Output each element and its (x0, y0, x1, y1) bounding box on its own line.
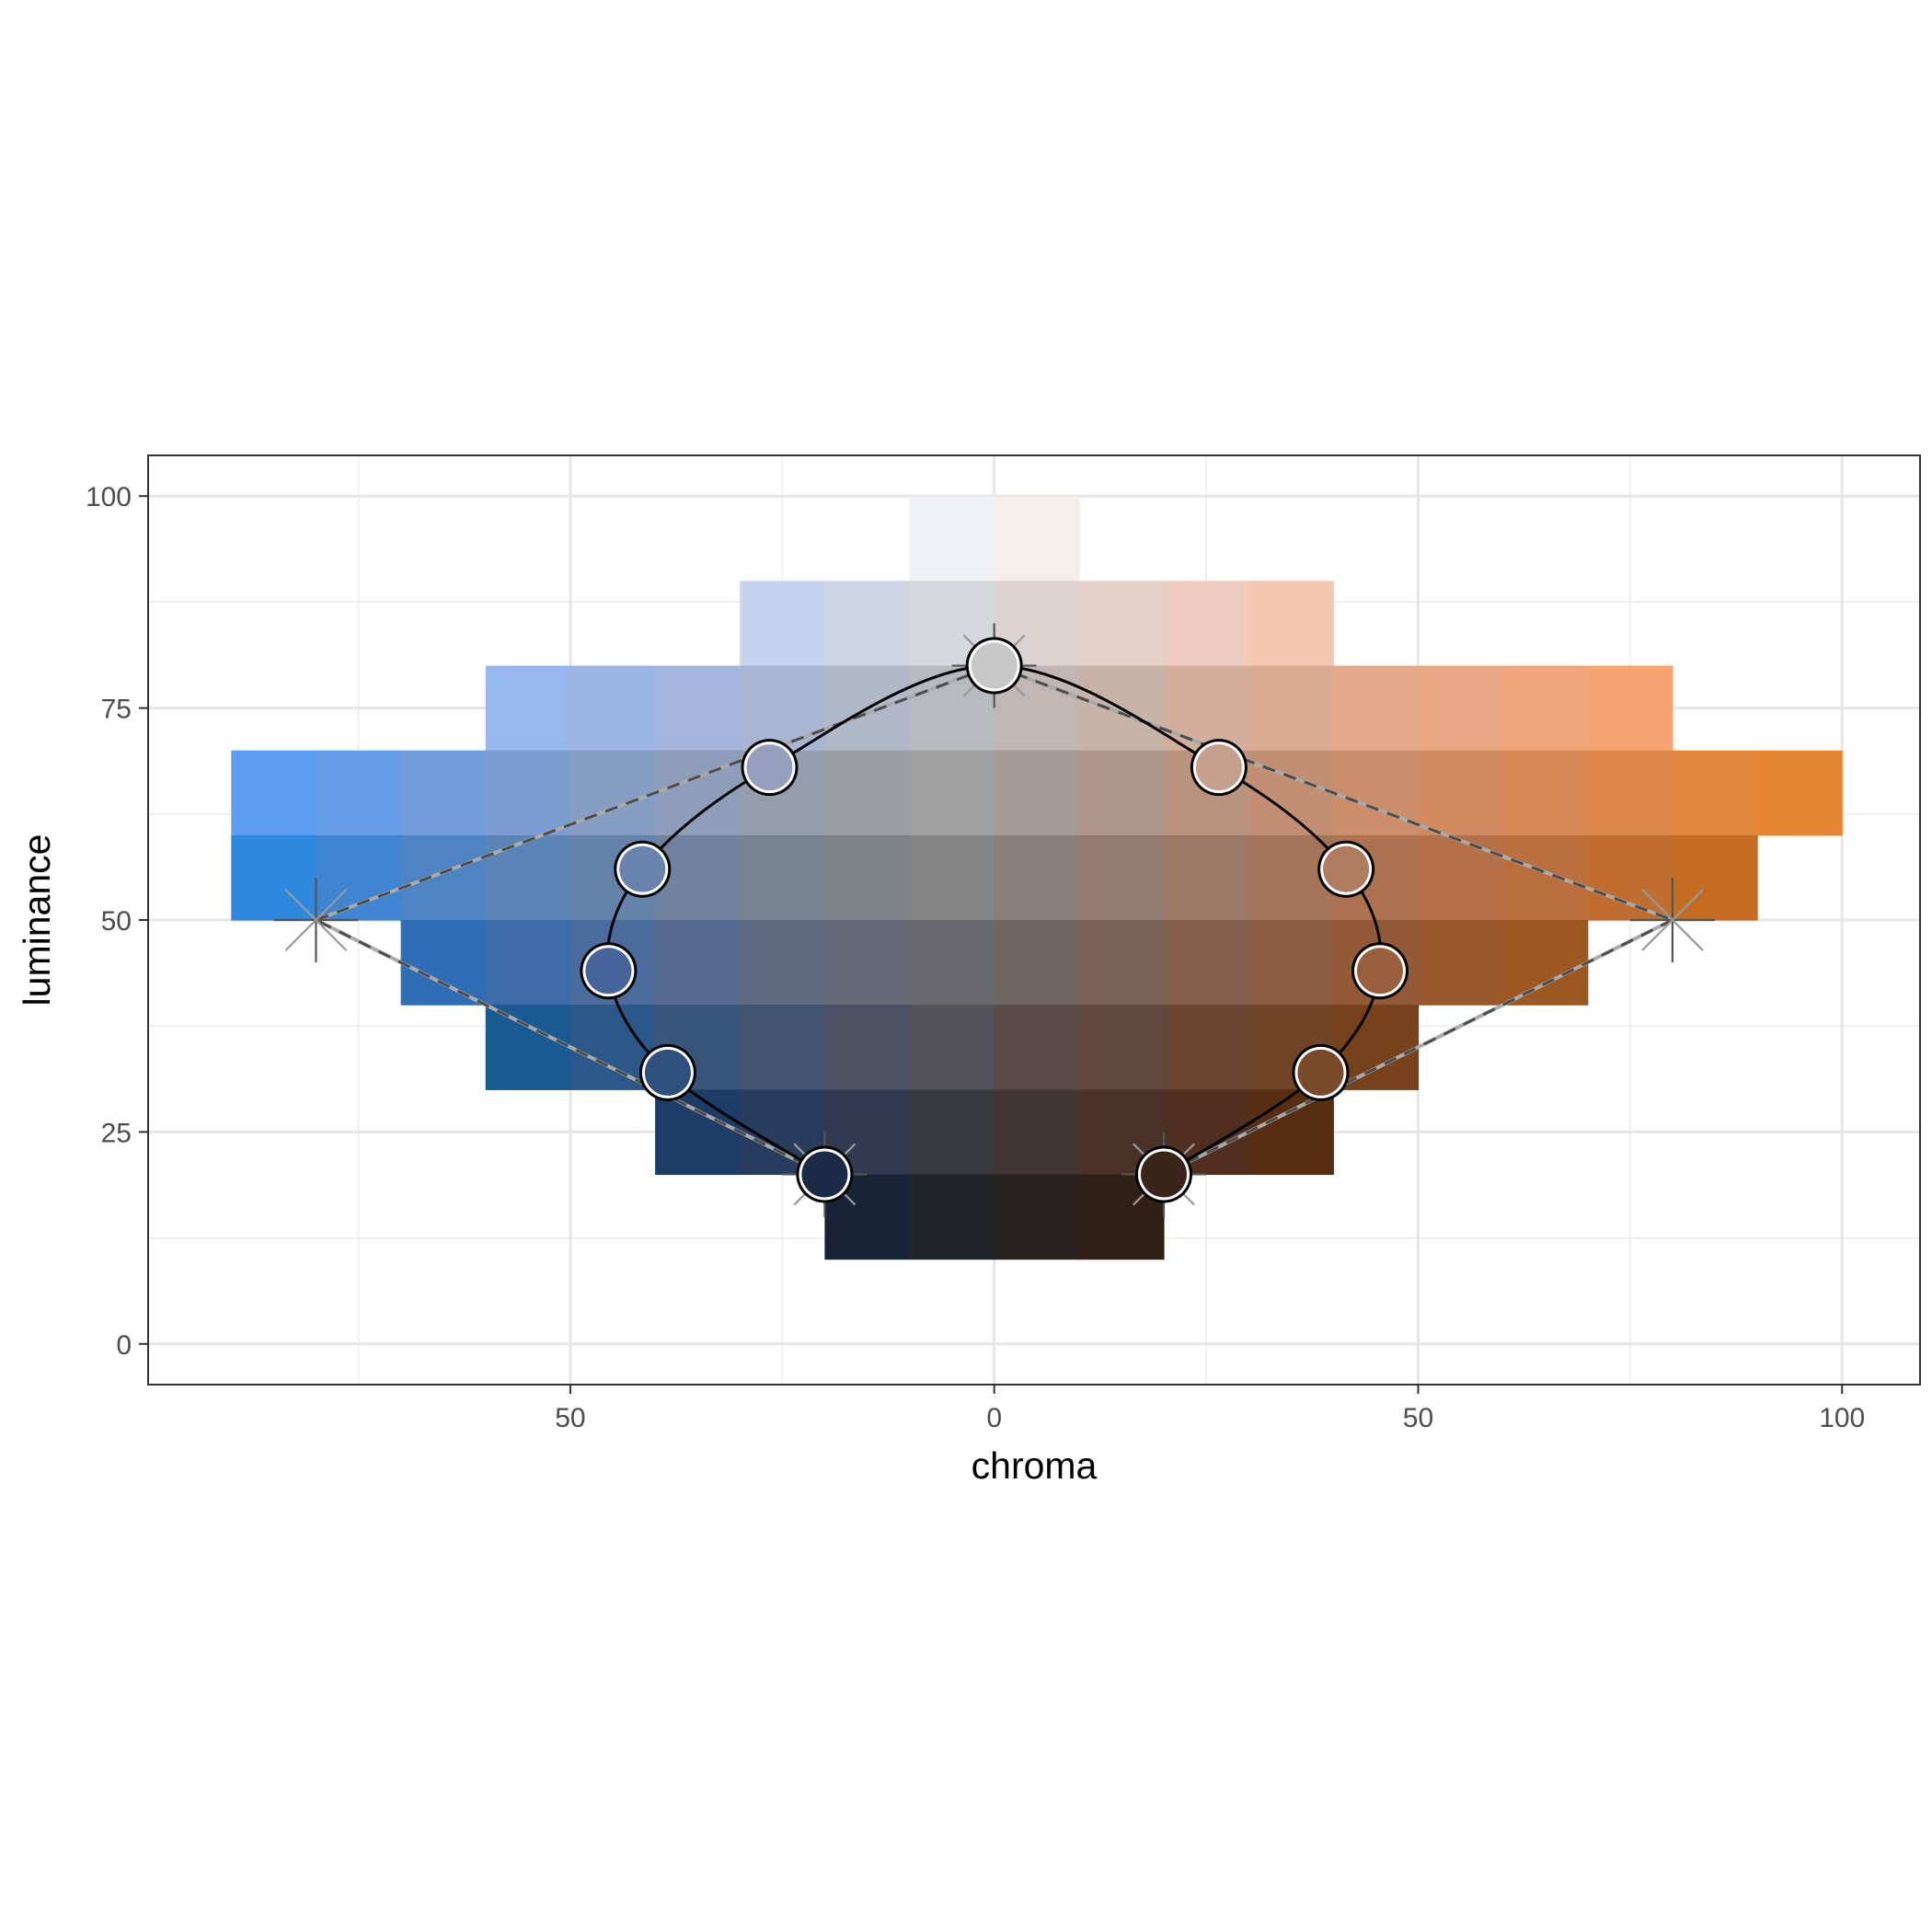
palette-point (796, 1145, 853, 1202)
palette-point (1317, 841, 1374, 898)
color-tile (1418, 835, 1503, 921)
x-tick-label: 0 (986, 1403, 1002, 1433)
color-tile (1248, 920, 1334, 1006)
color-tile (401, 751, 487, 836)
color-tile (486, 1005, 571, 1090)
color-tile (486, 751, 571, 836)
x-axis-title: chroma (972, 1444, 1098, 1487)
palette-point (741, 739, 798, 796)
color-tile (1673, 751, 1758, 836)
color-tile (995, 1005, 1080, 1090)
color-tile (1588, 751, 1673, 836)
color-tile (1757, 751, 1843, 836)
color-tile (570, 751, 656, 836)
y-axis-title: luminance (16, 834, 58, 1006)
y-tick-label: 25 (101, 1118, 132, 1148)
color-tile (1079, 581, 1165, 666)
color-tile (655, 1089, 741, 1175)
color-tile (486, 835, 571, 921)
color-tile (740, 835, 825, 921)
color-tile (1503, 666, 1589, 752)
color-tile (740, 666, 825, 752)
color-tile (1079, 1005, 1165, 1090)
palette-point (1135, 1145, 1192, 1202)
color-tile (1164, 835, 1249, 921)
palette-point (1190, 739, 1248, 796)
color-tile (995, 920, 1080, 1006)
color-tile (740, 581, 825, 666)
color-tile (1503, 835, 1589, 921)
color-tile (824, 581, 910, 666)
palette-point (614, 841, 671, 898)
color-tile (1079, 920, 1165, 1006)
color-tile (401, 920, 487, 1006)
color-tile (824, 1005, 910, 1090)
palette-point (1351, 942, 1409, 999)
color-tile (740, 1005, 825, 1090)
color-tile (1588, 666, 1673, 752)
color-tile (1164, 920, 1249, 1006)
color-tile (995, 1089, 1080, 1175)
color-tile (1418, 666, 1503, 752)
color-tile (1248, 666, 1334, 752)
color-tile (231, 751, 316, 836)
color-tile (1333, 751, 1419, 836)
y-tick-label: 100 (86, 482, 132, 512)
color-tile (1248, 1089, 1334, 1175)
palette-point (639, 1044, 696, 1101)
color-tile (1503, 920, 1589, 1006)
palette-point (1292, 1044, 1349, 1101)
color-tile (401, 835, 487, 921)
color-tile (486, 920, 571, 1006)
color-tile (910, 1089, 995, 1175)
y-tick-label: 75 (101, 695, 132, 725)
color-tile (995, 1174, 1080, 1259)
color-tile (1418, 751, 1503, 836)
palette-point (966, 638, 1023, 695)
color-tile (655, 666, 741, 752)
color-tile (1503, 751, 1589, 836)
y-tick-label: 0 (116, 1330, 132, 1361)
y-axis: 0 25 50 75 100 (86, 482, 148, 1361)
color-tile (1333, 666, 1419, 752)
color-tile (1079, 835, 1165, 921)
color-tile (1164, 666, 1249, 752)
color-tile (1248, 581, 1334, 666)
x-axis: 50 0 50 100 (555, 1385, 1865, 1433)
color-tile (995, 496, 1080, 581)
color-tile (995, 835, 1080, 921)
color-tile (910, 920, 995, 1006)
control-point-marker (273, 878, 358, 962)
color-tile (910, 496, 995, 581)
color-tile (655, 920, 741, 1006)
color-tile (570, 666, 656, 752)
control-point-marker (1630, 878, 1715, 962)
color-tile (824, 920, 910, 1006)
palette-point (580, 942, 637, 999)
x-tick-label: 50 (1403, 1403, 1433, 1433)
x-tick-label: 50 (555, 1403, 585, 1433)
color-tile (1418, 920, 1503, 1006)
color-tile (740, 920, 825, 1006)
color-tile (1164, 1005, 1249, 1090)
color-tile (486, 666, 571, 752)
color-tile (910, 751, 995, 836)
color-tile (1079, 751, 1165, 836)
color-tile (910, 835, 995, 921)
color-tile (316, 751, 401, 836)
color-tile (824, 835, 910, 921)
color-tile (995, 751, 1080, 836)
y-tick-label: 50 (101, 906, 132, 937)
color-tile (910, 1174, 995, 1259)
color-tile (1164, 581, 1249, 666)
color-tile (910, 1005, 995, 1090)
color-tile (824, 751, 910, 836)
x-tick-label: 100 (1819, 1403, 1865, 1433)
